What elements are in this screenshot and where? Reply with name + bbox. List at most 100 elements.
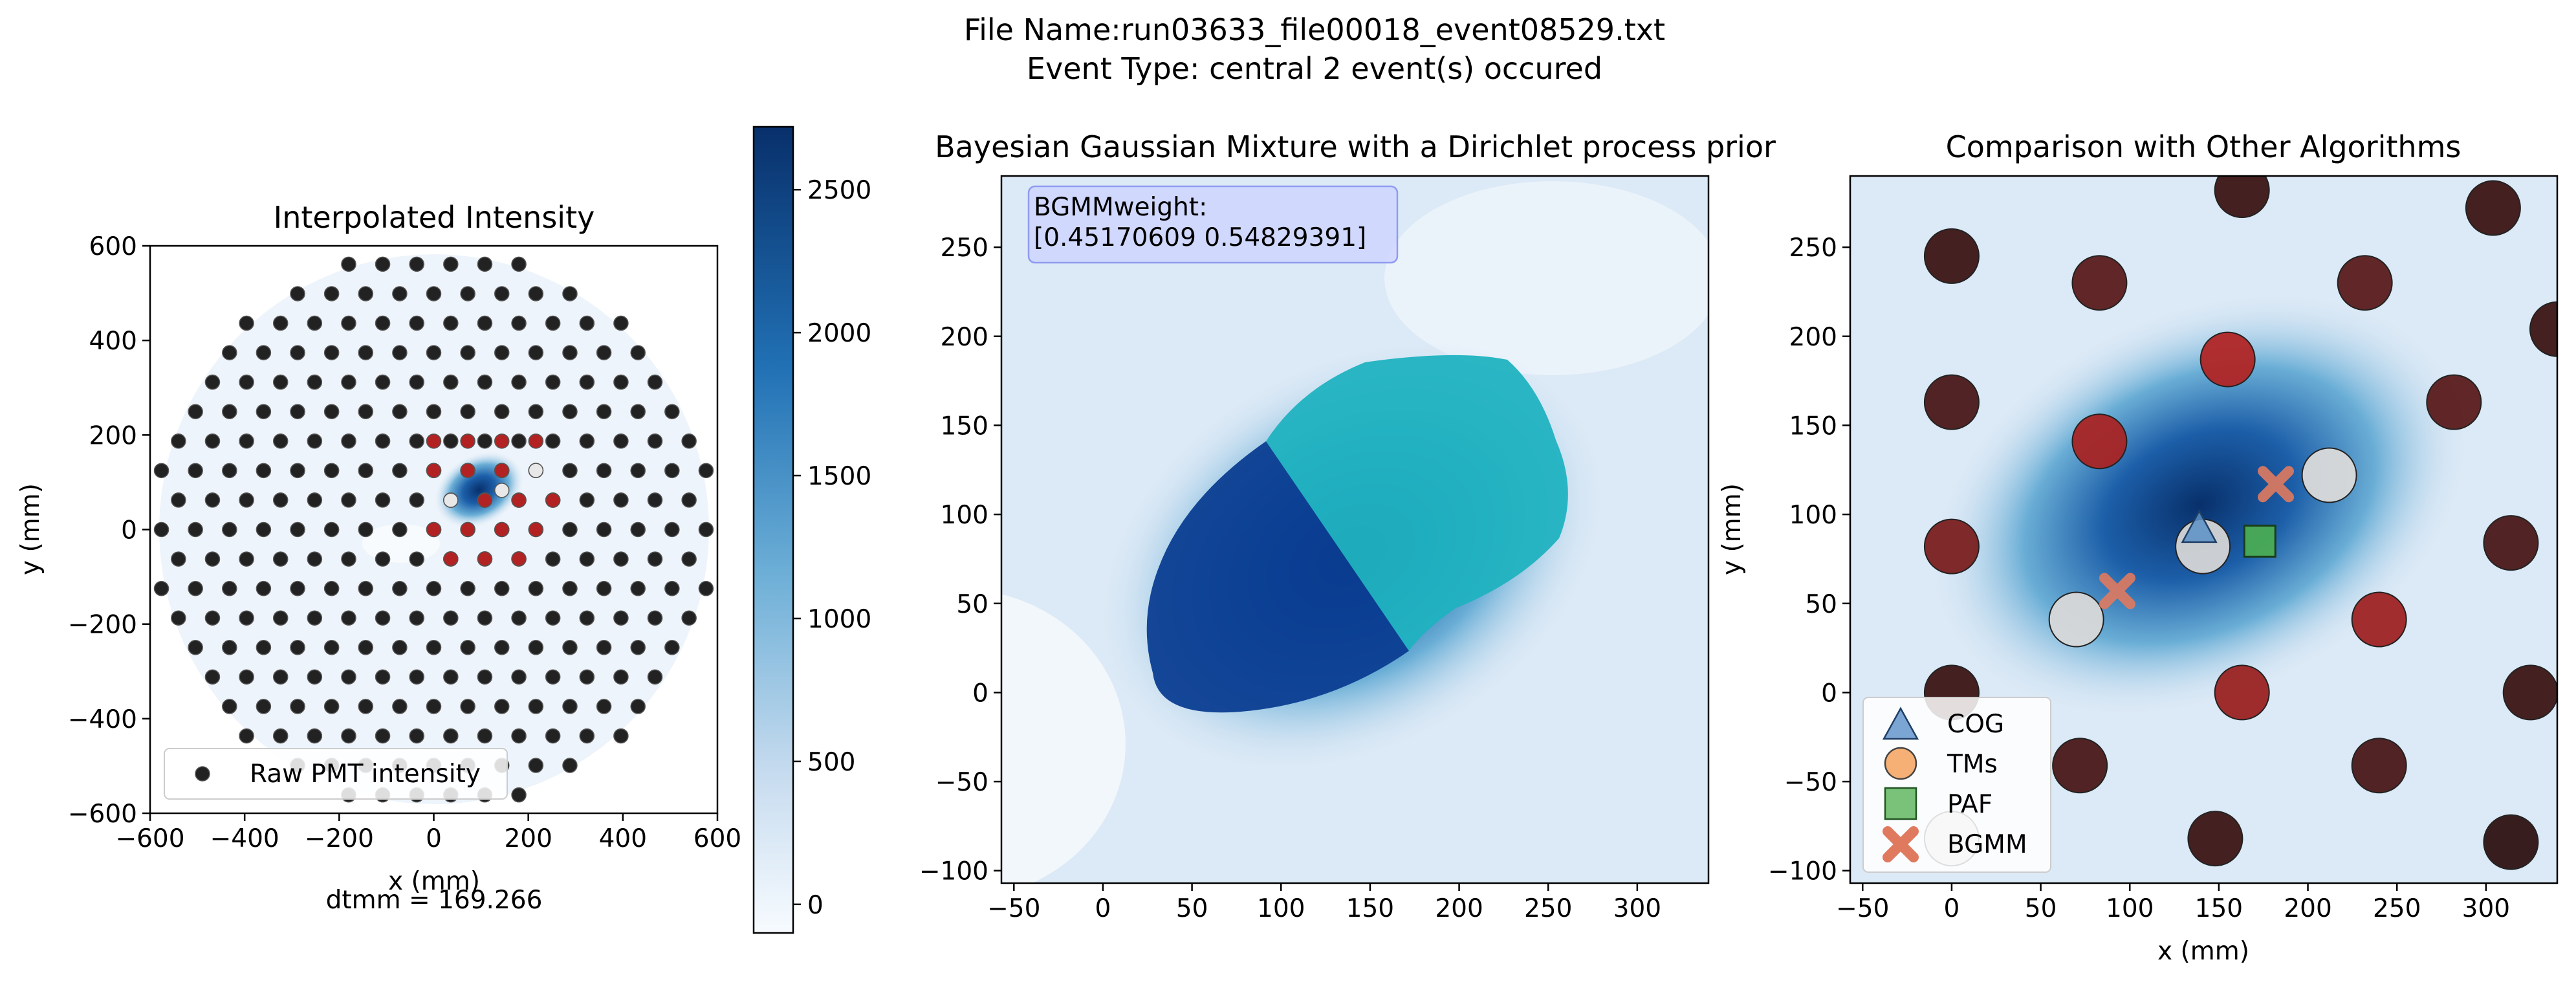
pmt-point [272,492,289,508]
pmt-point [698,463,714,479]
pmt-point [341,256,356,272]
pmt-point [579,669,595,685]
figure-title-line2: Event Type: central 2 event(s) occured [1027,51,1602,86]
pmt-point [511,374,527,390]
panel2-ytick-label: 100 [941,501,988,530]
pmt-point [222,463,237,479]
panel1-xtick-label: 600 [693,824,741,853]
pmt-point [460,640,475,655]
panel1-ytick-label: 400 [89,327,137,356]
pmt-point [222,404,237,419]
pmt-point [323,345,340,360]
pmt-point [323,404,340,419]
pmt-point [613,315,629,331]
pmt-point [171,433,186,449]
pmt-point [222,580,237,597]
pmt-point [613,669,629,685]
panel2-ytick-label: 0 [972,679,988,708]
pmt-point [630,345,646,360]
highlighted-pmt-point [528,433,544,449]
pmt-point [272,315,289,331]
panel3-ytick-label: 200 [1789,323,1837,352]
pmt-point [375,728,391,744]
pmt-point [358,286,374,301]
panel3-pmt-points [1923,176,2557,870]
panel1-ylabel: y (mm) [16,483,45,575]
legend-paf-marker [1884,787,1917,820]
pmt-point [204,374,221,390]
pmt-point [358,699,374,714]
pmt-point [341,374,356,390]
panel1-ytick-label: −200 [68,611,137,640]
pmt-point [204,669,221,685]
panel1-yticks: −600 −400 −200 0 200 400 600 [68,232,150,829]
pmt-point [375,669,391,685]
pmt-point [222,640,237,655]
colorbar-ticks: 0 500 1000 1500 2000 2500 [793,176,871,920]
bgmm-marker [2099,573,2135,609]
highlighted-pmt-point [426,463,442,478]
pmt-point [256,521,272,538]
pmt-point [511,669,527,685]
pmt-point [290,404,305,419]
panel2-xtick-label: 200 [1435,894,1483,923]
pmt-point [426,580,442,597]
pmt-point [290,286,305,301]
pmt-point [681,551,697,567]
pmt-point [477,256,493,272]
panel3-title: Comparison with Other Algorithms [1946,129,2461,164]
panel2-annotation-line1: BGMMweight: [1034,193,1207,222]
pmt-point [290,580,305,597]
pmt-point [426,345,442,360]
pmt-point [171,492,186,508]
bgmm-marker [2258,466,2294,503]
panel2-heatmap [1001,176,1708,883]
pmt-point [341,728,356,744]
pmt-point [358,580,374,597]
pmt-point [272,669,289,685]
pmt-point [460,404,475,419]
pmt-point [307,433,323,449]
pmt-point [579,374,595,390]
panel-bgmm: Bayesian Gaussian Mixture with a Dirichl… [919,129,1776,923]
highlighted-pmt-point [528,463,544,478]
pmt-point [426,640,442,655]
pmt-point [596,463,612,479]
comparison-pmt-point [1923,228,1980,284]
pmt-point [392,640,408,655]
pmt-point [323,580,340,597]
pmt-point [204,433,221,449]
pmt-point [647,433,663,449]
panel2-xtick-label: 250 [1524,894,1572,923]
pmt-point [341,610,356,626]
pmt-point [477,610,493,626]
panel3-frame [1849,175,2559,884]
pmt-point [460,699,475,714]
panel2-ytick-label: 200 [941,323,988,352]
pmt-point [613,728,629,744]
panel1-ytick-label: 0 [121,516,137,545]
panel1-ytick-label: 200 [89,421,137,450]
panel2-ytick-label: 50 [956,590,988,619]
pmt-point [562,463,578,479]
panel1-highlighted-points [426,433,561,567]
panel2-ytick-label: 150 [941,411,988,441]
legend-tms-label: TMs [1947,750,1998,779]
pmt-point [204,610,221,626]
pmt-point [596,404,612,419]
panel1-ytick-label: −600 [68,800,137,829]
panel1-ytick-label: −400 [68,705,137,734]
pmt-point [443,728,459,744]
pmt-point [290,699,305,714]
legend-tms-marker [1884,747,1917,780]
highlighted-pmt-point [477,551,493,567]
colorbar-tick-label: 1500 [807,462,871,491]
pmt-point [698,521,714,538]
pmt-point [307,728,323,744]
panel1-title: Interpolated Intensity [274,200,595,235]
pmt-point [562,580,578,597]
colorbar-tick-label: 2500 [807,176,871,205]
pmt-point [222,699,237,714]
pmt-point [239,551,254,567]
panel2-annotation-box [1027,185,1399,264]
